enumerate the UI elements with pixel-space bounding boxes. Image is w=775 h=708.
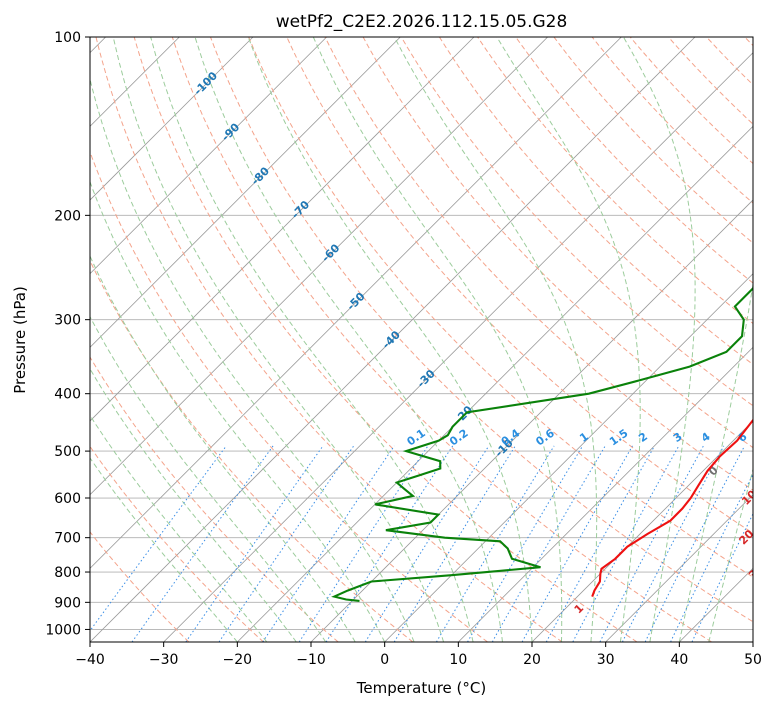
mixing-ratio-line [364,445,490,642]
isotherm-line [605,494,753,642]
dry-adiabat-line [171,37,712,642]
mixing-ratio-line [298,445,429,642]
x-tick-label: −40 [75,652,105,668]
x-tick-label: 30 [597,652,615,668]
dry-adiabat-line [477,37,753,325]
moist-adiabat-line [623,37,696,642]
moist-adiabat-line [90,414,268,642]
mixing-ratio-line [131,445,274,642]
temperature-profile-line [591,418,753,597]
isotherm-line [90,37,254,201]
x-tick-label: 50 [744,652,762,668]
moist-adiabat-line [90,76,415,642]
x-axis-title: Temperature (°C) [356,679,486,697]
x-axis: −40 −30 −20 −10 0 10 20 30 40 50 [75,642,762,668]
y-tick-label: 500 [54,444,81,460]
moist-adiabat-line [90,457,238,642]
dry-adiabat-label: 30 [746,561,766,581]
isotherm-line [90,37,327,275]
x-tick-label: −20 [223,652,253,668]
x-tick-label: 20 [523,652,541,668]
moist-adiabat-line [194,37,503,642]
dry-adiabat-line [90,531,190,642]
dry-adiabat-line [362,37,753,449]
mixing-ratio-line [325,445,454,642]
isotherm-line [531,420,753,642]
mixing-ratio-line [521,445,633,642]
moist-adiabat-line [678,280,753,642]
chart-title: wetPf2_C2E2.2026.112.15.05.G28 [276,12,568,32]
dry-adiabat-line [95,37,563,642]
moist-adiabat-line [247,37,533,642]
y-tick-label: 200 [54,208,81,224]
x-tick-label: 40 [670,652,688,668]
x-tick-label: 10 [449,652,467,668]
mixing-ratio-line [644,445,746,642]
moist-adiabat-line [90,315,327,642]
mixing-ratio-line [218,445,355,642]
background-line-grid [90,37,753,642]
mixing-ratio-line [393,445,516,642]
y-tick-label: 1000 [45,622,81,638]
moist-adiabat-line [112,37,445,642]
moist-adiabat-line [90,367,297,642]
y-axis: 100 200 300 400 500 600 700 800 900 1000 [45,30,90,638]
mixing-ratio-line [467,445,584,642]
isotherm-line [163,52,753,642]
dry-adiabat-line [90,356,339,642]
moist-adiabat-line [393,37,598,642]
y-tick-label: 300 [54,313,81,329]
y-tick-label: 800 [54,565,81,581]
dewpoint-profile-line [331,286,753,602]
sounding-profiles [331,286,753,602]
isotherm-line [90,37,548,496]
dry-adiabat-line [591,37,753,204]
moist-adiabat-line [90,254,356,642]
x-tick-label: −10 [296,652,326,668]
y-axis-title: Pressure (hPa) [11,286,29,394]
dry-adiabat-line [90,259,414,642]
isotherm-line [90,37,622,569]
x-tick-label: −30 [149,652,179,668]
y-tick-label: 900 [54,595,81,611]
isotherm-line [90,37,696,642]
moist-adiabat-line [312,37,563,642]
dry-adiabat-line [210,37,753,623]
mixing-ratio-line [262,445,395,642]
dry-adiabat-line [400,37,753,407]
mixing-ratio-line [670,473,753,642]
mixing-ratio-line [435,445,555,642]
moist-adiabat-line [150,37,474,642]
x-tick-label: 0 [380,652,389,668]
y-tick-label: 600 [54,491,81,507]
dry-adiabat-line [438,37,753,365]
plot-frame [89,36,754,643]
moist-adiabat-line [496,37,641,642]
isotherm-line [90,37,401,348]
mixing-ratio-line [185,445,324,642]
y-tick-label: 700 [54,531,81,547]
moist-adiabat-line [708,467,753,642]
dry-adiabat-line [248,37,753,578]
mixing-ratio-line [691,512,753,642]
dry-adiabat-line [90,150,488,642]
y-tick-label: 400 [54,387,81,403]
dry-adiabat-line [324,37,753,491]
mixing-ratio-line [545,445,656,642]
y-tick-label: 100 [54,30,81,46]
dry-adiabat-line [553,37,753,244]
isotherm-line [90,37,475,422]
dry-adiabat-line [286,37,753,534]
mixing-ratio-line [621,445,725,642]
isotherm-line [237,125,753,642]
